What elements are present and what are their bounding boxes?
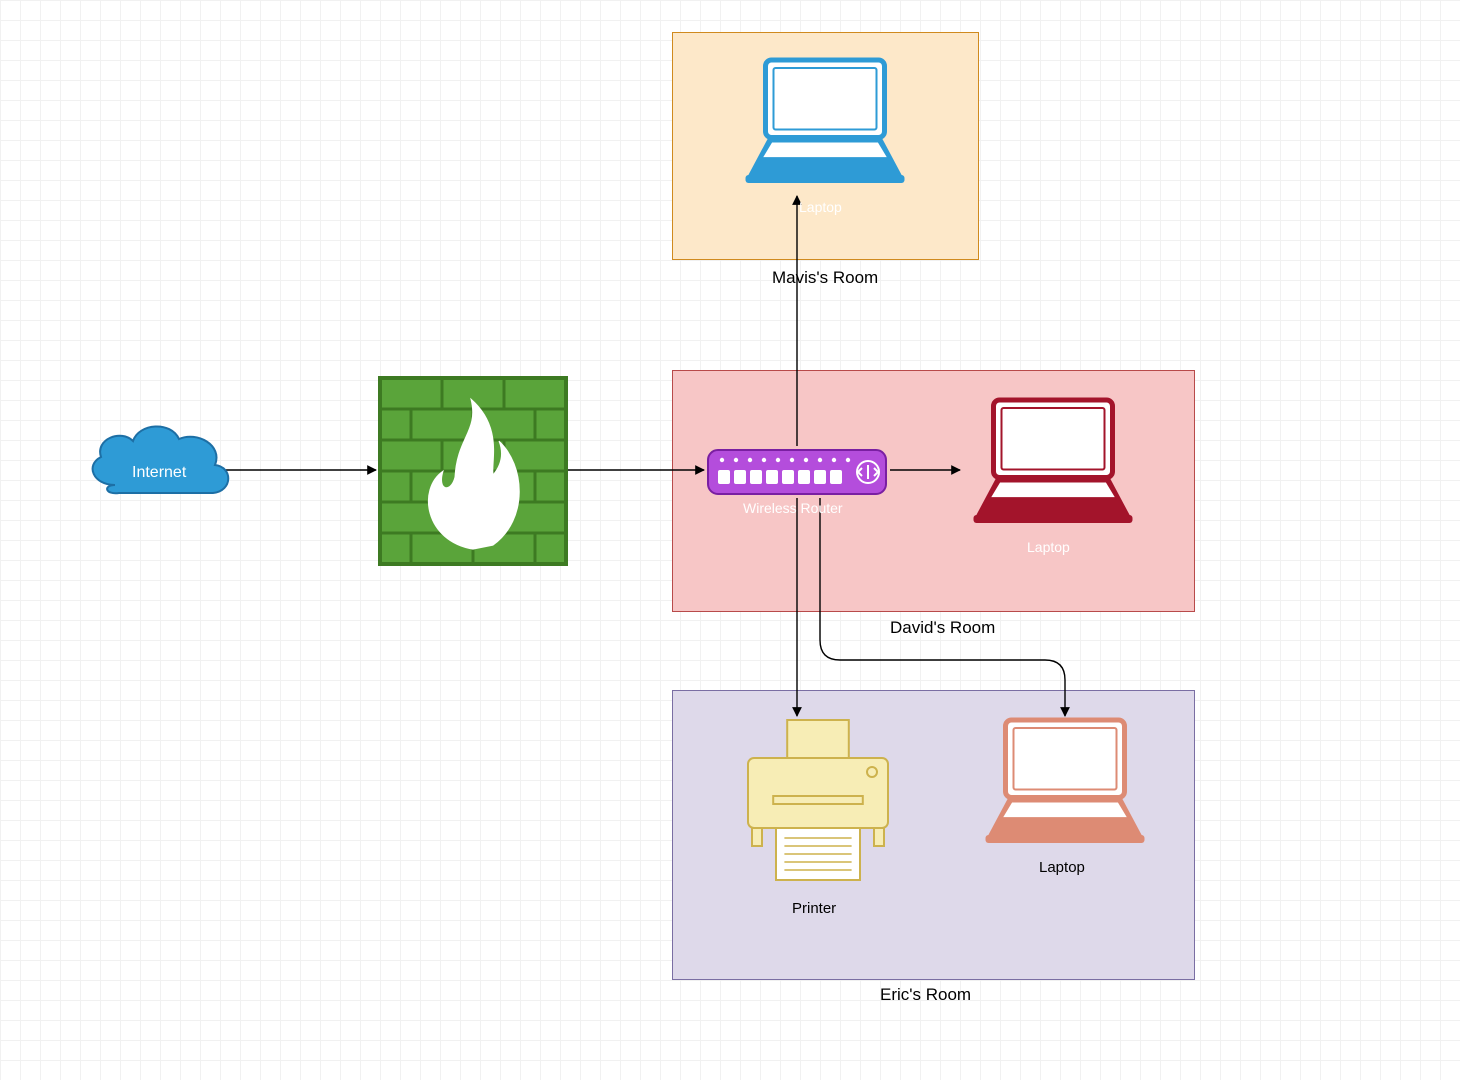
laptop-david-label: Laptop <box>1027 539 1070 555</box>
laptop-eric-label: Laptop <box>1039 859 1085 876</box>
printer-label: Printer <box>792 900 836 917</box>
laptop-mavis-icon <box>730 50 920 200</box>
firewall-icon <box>380 378 566 564</box>
wireless-router-label: Wireless Router <box>743 500 843 516</box>
laptop-eric-icon <box>970 710 1160 860</box>
internet-label: Internet <box>132 464 186 482</box>
laptop-mavis-label: Laptop <box>799 199 842 215</box>
diagram-stage: Mavis's Room David's Room Eric's Room In… <box>0 0 1460 1080</box>
laptop-david-icon <box>958 390 1148 540</box>
printer-icon <box>738 710 898 890</box>
